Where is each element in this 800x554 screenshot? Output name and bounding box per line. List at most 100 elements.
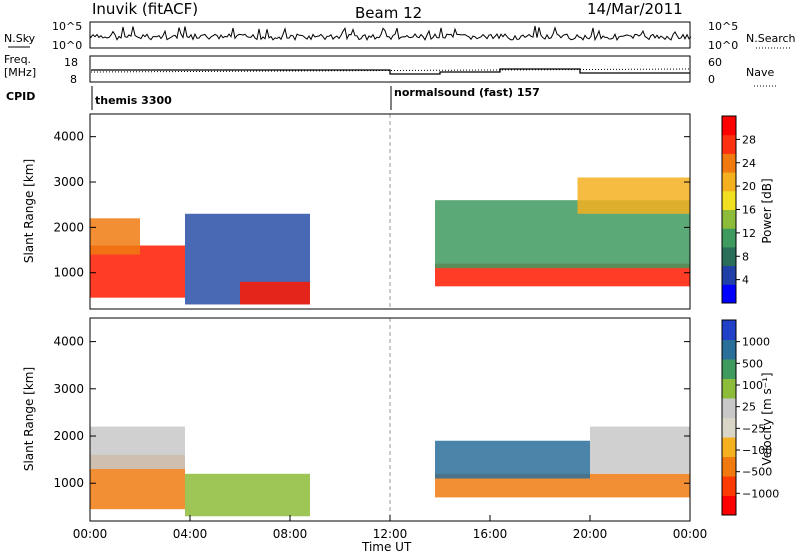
- power-panel-colorbar-label-4: 12: [742, 227, 756, 240]
- x-tick-label-0: 00:00: [73, 527, 108, 541]
- freq-label-line2: [MHz]: [4, 66, 36, 79]
- power-panel-colorbar-swatch-7: [722, 153, 736, 173]
- velocity-panel-colorbar-swatch-0: [722, 495, 736, 516]
- nsky-trace: [90, 25, 692, 42]
- velocity-panel-ytick-label-0: 1000: [53, 476, 84, 490]
- velocity-panel-region-3: [435, 473, 690, 498]
- velocity-panel-colorbar-label-5: −100: [742, 444, 772, 457]
- power-panel-colorbar-swatch-9: [722, 116, 736, 136]
- power-panel-ytick-label-1: 2000: [53, 220, 84, 234]
- velocity-panel-colorbar-swatch-1: [722, 476, 736, 496]
- x-axis-label: Time UT: [361, 540, 412, 554]
- velocity-yticks: 1000 2000 3000 4000: [53, 335, 690, 490]
- power-panel-ytick-label-3: 4000: [53, 130, 84, 144]
- power-panel-region-1: [90, 218, 140, 255]
- velocity-panel-colorbar-label-0: 1000: [742, 336, 770, 349]
- beam-title: Beam 12: [355, 4, 422, 22]
- nave-tick-low: 0: [708, 73, 715, 86]
- date-title: 14/Mar/2011: [587, 0, 683, 18]
- power-panel: 1000 2000 3000 4000 Slant Range [km] 28 24 20…: [22, 113, 774, 310]
- velocity-panel-colorbar-swatch-4: [722, 417, 736, 438]
- power-panel-colorbar-swatch-5: [722, 190, 736, 210]
- power-panel-colorbar-label-2: 20: [742, 180, 756, 193]
- x-tick-label-2: 08:00: [273, 527, 308, 541]
- power-panel-region-3: [240, 281, 310, 305]
- power-panel-colorbar-swatch-0: [722, 284, 736, 304]
- x-tick-label-4: 16:00: [473, 527, 508, 541]
- power-panel-colorbar-swatch-4: [722, 209, 736, 229]
- velocity-panel: 1000 2000 3000 4000 Slant Range [km] 1000 50…: [22, 317, 779, 522]
- velocity-panel-colorbar-swatch-5: [722, 398, 736, 418]
- velocity-panel-colorbar-swatch-6: [722, 378, 736, 399]
- cpid-segment-2: normalsound (fast) 157: [394, 86, 540, 99]
- nsky-tick-low: 10^0: [52, 39, 82, 52]
- freq-label-line1: Freq.: [4, 53, 31, 66]
- power-colorbar-label: Power [dB]: [760, 178, 774, 243]
- cpid-segment-1: themis 3300: [95, 94, 172, 107]
- power-panel-colorbar-swatch-6: [722, 172, 736, 192]
- velocity-panel-colorbar-label-6: −500: [742, 466, 772, 479]
- velocity-panel-colorbar-swatch-9: [722, 320, 736, 340]
- velocity-panel-colorbar-swatch-8: [722, 339, 736, 360]
- nave-tick-high: 60: [708, 56, 722, 69]
- x-tick-label-1: 04:00: [173, 527, 208, 541]
- power-yticks: 1000 2000 3000 4000: [53, 130, 690, 280]
- nsearch-tick-high: 10^5: [708, 20, 738, 33]
- power-panel-frame: [89, 113, 691, 310]
- velocity-panel-colorbar-frame: [721, 319, 737, 516]
- velocity-panel-colorbar-label-3: 25: [742, 401, 756, 414]
- velocity-panel-colorbar-swatch-3: [722, 437, 736, 457]
- freq-panel-frame: [89, 55, 691, 83]
- velocity-panel-region-1: [90, 426, 185, 470]
- velocity-panel-colorbar-label-7: −1000: [742, 487, 779, 500]
- nsky-trace-line: [90, 25, 692, 42]
- velocity-panel-colorbar-label-4: −25: [742, 422, 765, 435]
- velocity-panel-colorbar-label-1: 500: [742, 357, 763, 370]
- freq-trace: [91, 68, 690, 75]
- power-regions: [90, 177, 690, 305]
- cpid-label: CPID: [6, 90, 35, 103]
- power-panel-colorbar-swatch-3: [722, 228, 736, 248]
- x-tick-label-3: 12:00: [373, 527, 408, 541]
- power-panel-colorbar-swatch-1: [722, 265, 736, 285]
- power-panel-colorbar-swatch-2: [722, 246, 736, 267]
- velocity-panel-colorbar-label-2: 100: [742, 379, 763, 392]
- power-panel-ytick-label-2: 3000: [53, 175, 84, 189]
- velocity-regions: [90, 426, 690, 517]
- nsearch-tick-low: 10^0: [708, 39, 738, 52]
- velocity-panel-region-2: [185, 473, 310, 517]
- velocity-panel-ytick-label-3: 4000: [53, 335, 84, 349]
- nave-label: Nave: [746, 66, 774, 79]
- x-tick-label-5: 20:00: [573, 527, 608, 541]
- power-panel-ytick-label-0: 1000: [53, 266, 84, 280]
- velocity-colorbar-label: Velocity [m s⁻¹]: [760, 372, 774, 465]
- power-panel-region-6: [577, 177, 690, 214]
- x-tick-label-6: 00:00: [673, 527, 708, 541]
- power-panel-colorbar-swatch-8: [722, 134, 736, 154]
- station-title: Inuvik (fitACF): [92, 0, 198, 18]
- power-panel-colorbar-label-3: 16: [742, 204, 756, 217]
- velocity-panel-ytick-label-1: 2000: [53, 429, 84, 443]
- power-ylabel: Slant Range [km]: [22, 159, 36, 263]
- freq-tick-high: 18: [64, 56, 78, 69]
- velocity-colorbar: 1000 500 100 25 −25 −100 −500 −1000: [721, 319, 779, 516]
- nsky-label: N.Sky: [4, 32, 36, 45]
- velocity-panel-colorbar-swatch-7: [722, 359, 736, 379]
- power-panel-colorbar-label-5: 8: [742, 250, 749, 263]
- nsky-tick-high: 10^5: [52, 20, 82, 33]
- velocity-panel-colorbar-swatch-2: [722, 456, 736, 477]
- power-panel-colorbar-label-1: 24: [742, 157, 756, 170]
- power-panel-colorbar-label-6: 4: [742, 274, 749, 287]
- nave-trace: [90, 68, 691, 73]
- freq-tick-low: 8: [70, 73, 77, 86]
- velocity-panel-ytick-label-2: 3000: [53, 382, 84, 396]
- power-panel-region-4: [435, 263, 690, 287]
- x-axis-ticks: 00:00 04:00 08:00 12:00 16:00 20:00 00:00: [73, 515, 708, 541]
- power-panel-colorbar-label-0: 28: [742, 133, 756, 146]
- velocity-ylabel: Slant Range [km]: [22, 367, 36, 471]
- power-colorbar: 28 24 20 16 12 8 4: [721, 115, 756, 304]
- nsky-panel-frame: [89, 21, 691, 49]
- nsearch-label: N.Search: [746, 32, 796, 45]
